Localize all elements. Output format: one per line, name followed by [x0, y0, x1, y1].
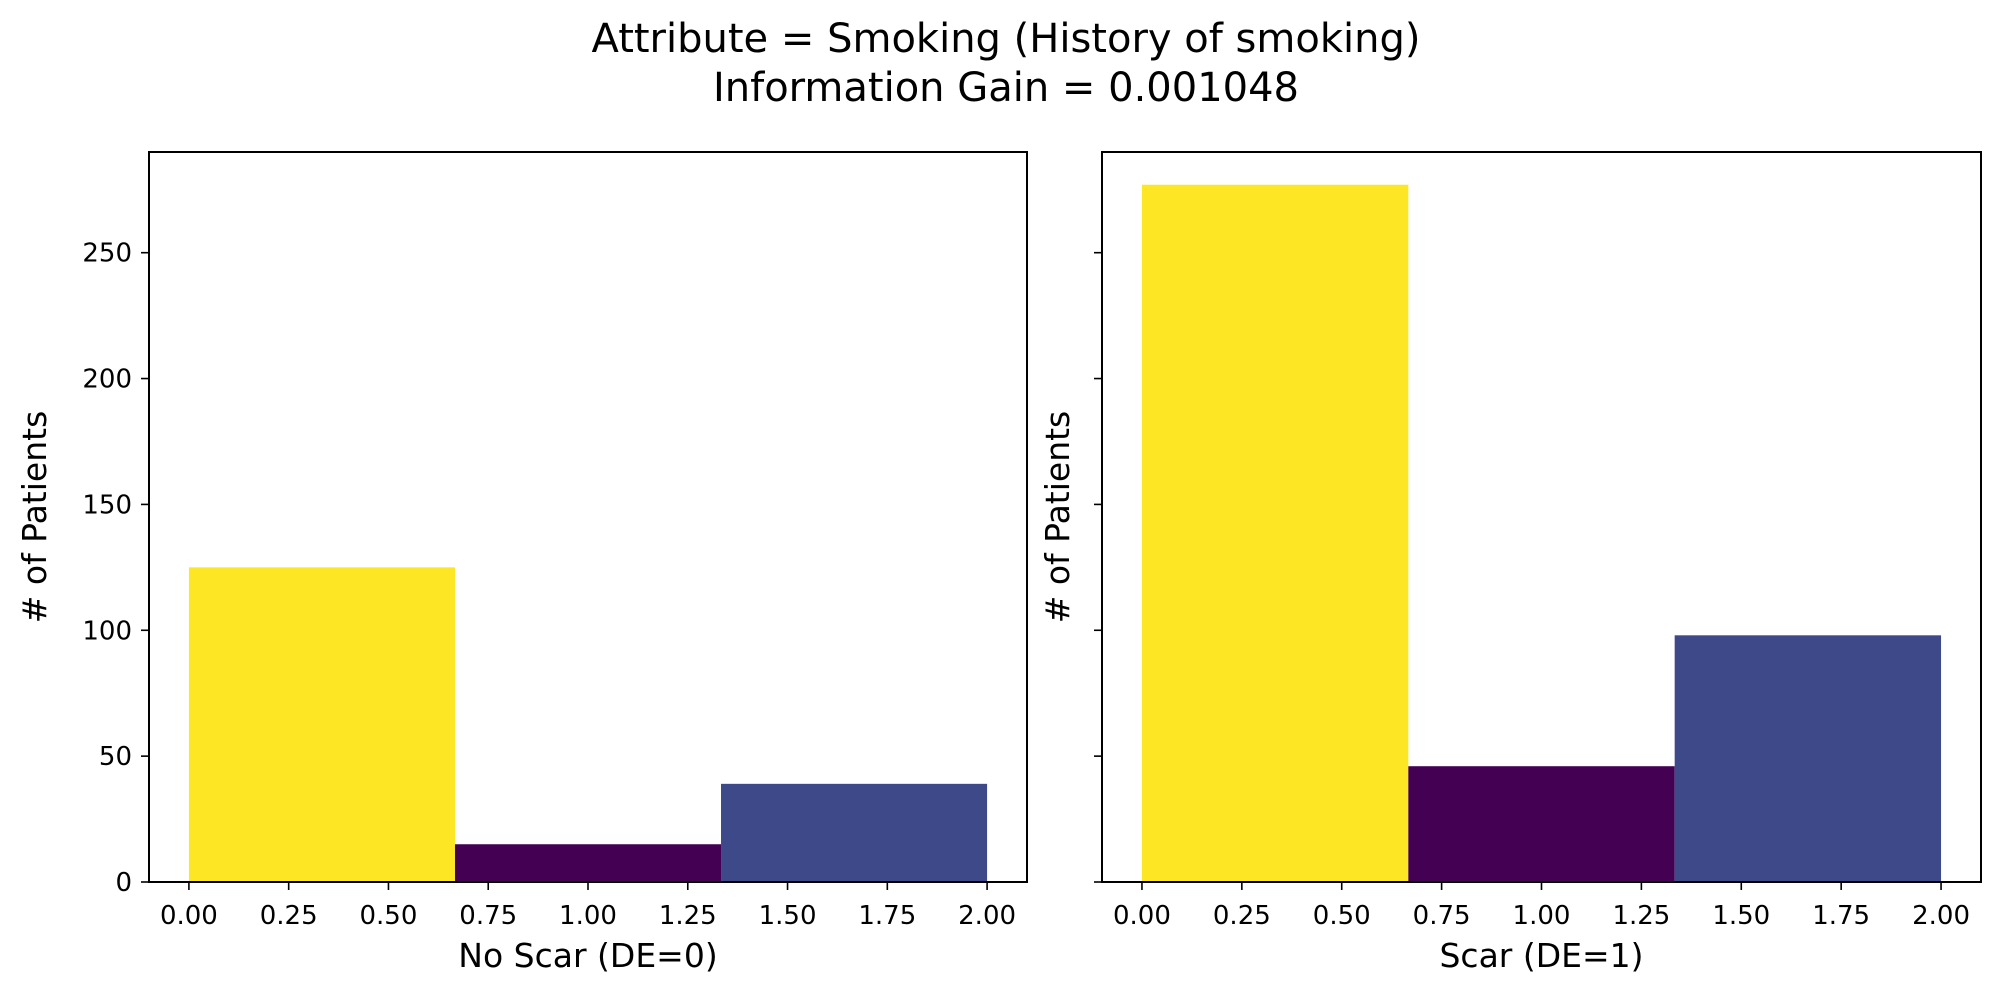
- x-axis-label: No Scar (DE=0): [458, 936, 717, 975]
- x-tick-label: 1.50: [1712, 901, 1770, 931]
- y-tick-label: 100: [82, 616, 132, 646]
- x-tick-label: 1.50: [759, 901, 817, 931]
- x-tick-label: 1.25: [659, 901, 717, 931]
- x-tick-label: 1.25: [1612, 901, 1670, 931]
- y-axis-label: # of Patients: [1038, 411, 1077, 624]
- x-tick-label: 0.50: [360, 901, 418, 931]
- x-tick-label: 1.00: [559, 901, 617, 931]
- x-tick-label: 0.00: [160, 901, 218, 931]
- x-tick-label: 1.00: [1513, 901, 1571, 931]
- x-tick-label: 0.50: [1313, 901, 1371, 931]
- x-tick-label: 2.00: [958, 901, 1016, 931]
- no-scar-panel: 0.00 0.25 0.50 0.75 1.00 1.25 1.50 1.75 2.00 0 50 1…: [15, 151, 1028, 975]
- y-tick-label: 150: [82, 490, 132, 520]
- histogram-bar-2: [454, 844, 722, 882]
- x-tick-label: 0.00: [1113, 901, 1171, 931]
- histogram-bar-1: [188, 567, 455, 882]
- x-tick-label: 0.25: [1213, 901, 1271, 931]
- y-tick-label: 250: [82, 239, 132, 269]
- histogram-bar-3: [1674, 635, 1942, 882]
- y-axis-label: # of Patients: [15, 411, 54, 624]
- y-tick-label: 200: [82, 365, 132, 395]
- x-tick-label: 0.75: [1413, 901, 1471, 931]
- x-tick-label: 1.75: [1812, 901, 1870, 931]
- histogram-bar-2: [1408, 766, 1675, 882]
- scar-panel: 0.00 0.25 0.50 0.75 1.00 1.25 1.50 1.75 2.00 Scar…: [1038, 151, 1982, 975]
- x-axis-label: Scar (DE=1): [1439, 936, 1643, 975]
- x-tick-label: 1.75: [858, 901, 916, 931]
- histogram-bar-3: [721, 783, 988, 882]
- chart-panels: 0.00 0.25 0.50 0.75 1.00 1.25 1.50 1.75 2.00 0 50 1…: [15, 151, 1982, 975]
- y-tick-label: 0: [115, 868, 132, 898]
- y-tick-label: 50: [99, 742, 132, 772]
- x-tick-label: 2.00: [1912, 901, 1970, 931]
- figure-title-line1: Attribute = Smoking (History of smoking): [592, 16, 1421, 62]
- histogram-bar-1: [1141, 184, 1409, 883]
- x-tick-label: 0.75: [459, 901, 517, 931]
- x-tick-label: 0.25: [260, 901, 318, 931]
- figure-title-line2: Information Gain = 0.001048: [713, 65, 1299, 111]
